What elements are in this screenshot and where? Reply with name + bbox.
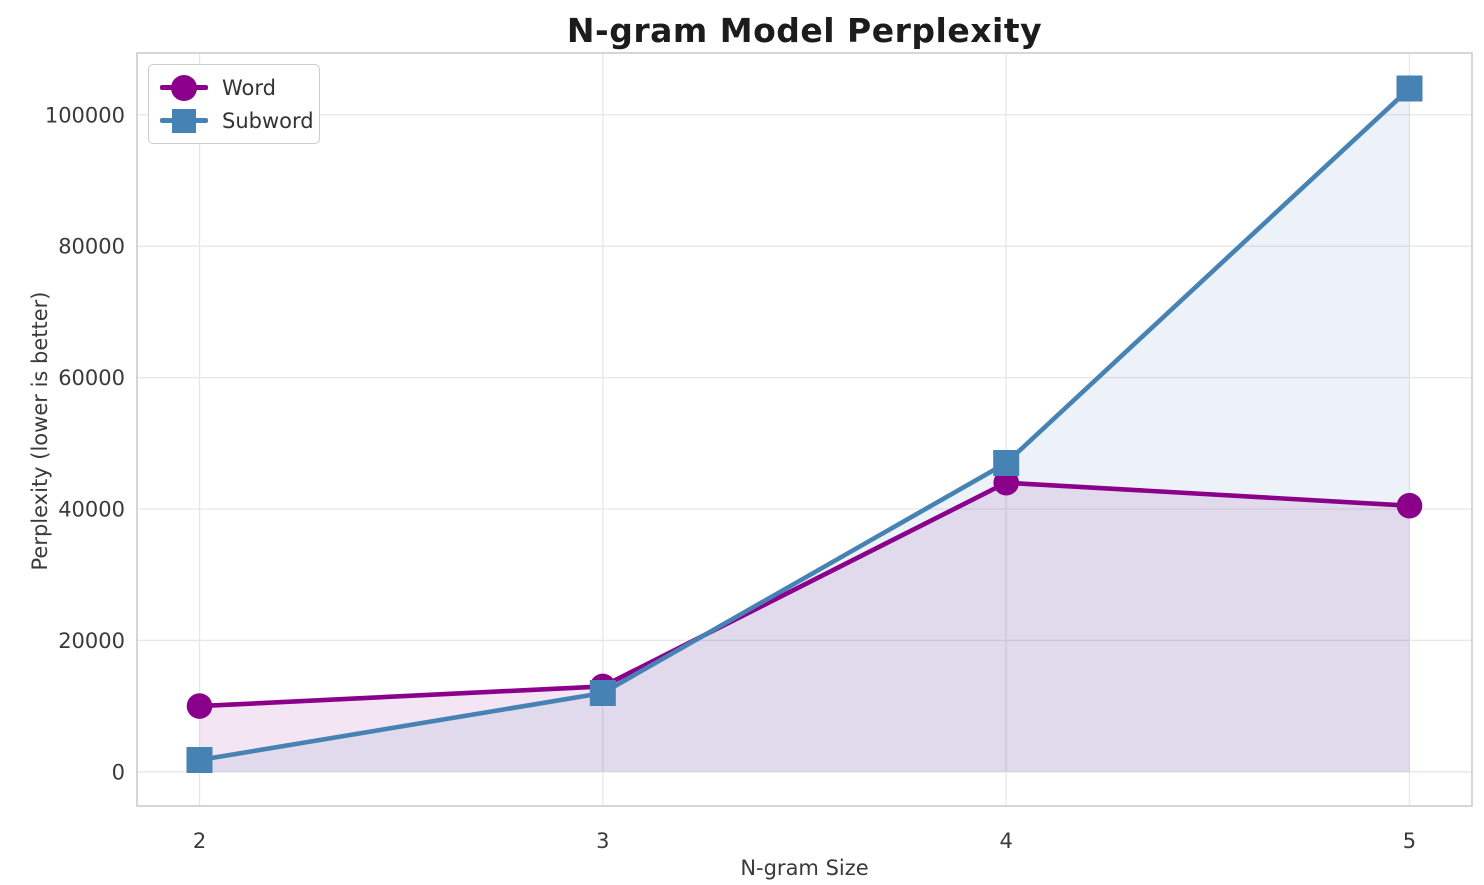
- x-tick-label: 4: [999, 829, 1012, 853]
- legend-item-subword: Subword: [160, 104, 314, 137]
- y-tick-label: 80000: [58, 235, 125, 259]
- y-axis-label: Perplexity (lower is better): [28, 291, 52, 571]
- subword-marker-icon: [160, 108, 208, 134]
- subword-area: [199, 88, 1410, 772]
- x-tick-label: 3: [596, 829, 609, 853]
- plot-border: [136, 52, 1473, 807]
- subword-line: [199, 86, 1412, 763]
- word-line: [199, 480, 1410, 709]
- subword-marker: [186, 747, 213, 773]
- y-tick-label: 100000: [45, 103, 125, 127]
- y-tick-label: 60000: [58, 366, 125, 390]
- y-tick-label: 40000: [58, 498, 125, 522]
- legend-item-word: Word: [160, 71, 311, 104]
- word-area: [199, 482, 1410, 772]
- legend-label-word: Word: [222, 75, 276, 100]
- word-marker: [1396, 492, 1423, 519]
- legend-label-subword: Subword: [222, 108, 314, 133]
- subword-marker: [993, 450, 1020, 476]
- x-axis-label: N-gram Size: [740, 856, 869, 880]
- word-marker-icon: [160, 74, 208, 101]
- subword-marker: [1396, 75, 1423, 102]
- y-tick-label: 20000: [58, 629, 125, 653]
- y-tick-label: 0: [112, 760, 125, 784]
- x-tick-label: 2: [193, 829, 206, 853]
- chart-title: N-gram Model Perplexity: [566, 11, 1043, 50]
- x-tick-label: 5: [1403, 829, 1416, 853]
- legend: Word Subword: [148, 64, 320, 144]
- word-marker: [186, 693, 213, 719]
- word-marker: [993, 469, 1019, 496]
- subword-marker: [589, 680, 616, 706]
